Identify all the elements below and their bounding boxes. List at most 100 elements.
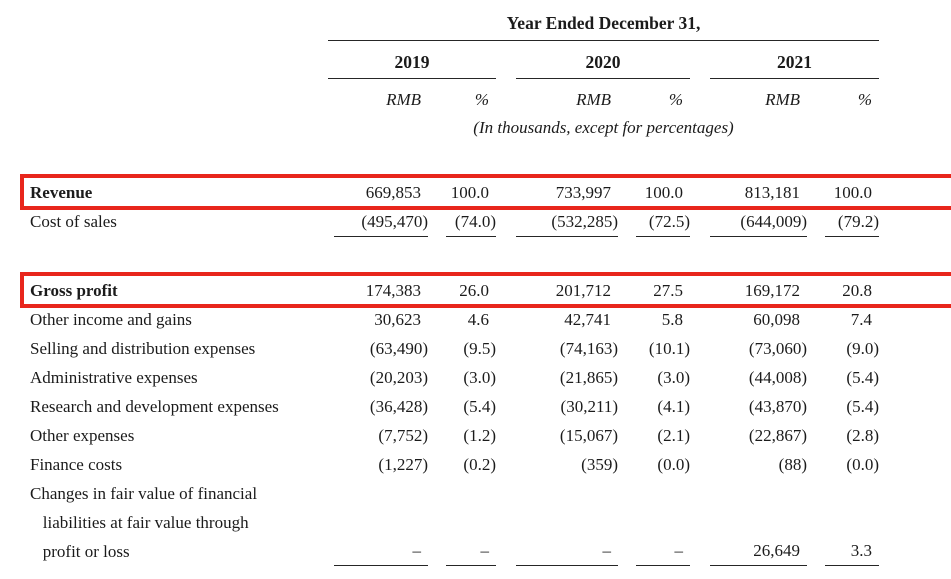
value-cell: (7,752) [334,421,428,450]
value-text: 5.8 [661,310,683,329]
value-cell: (644,009) [710,207,807,237]
row-label: Changes in fair value of financial liabi… [30,484,258,561]
value-cell: (20,203) [334,363,428,392]
value-text: (644,009) [740,212,807,231]
value-cell: 201,712 [516,276,618,305]
year-header-2020: 2020 [516,51,690,79]
value-text: (72.5) [648,212,690,231]
value-text: 813,181 [744,183,800,202]
value-text: (3.0) [463,368,496,387]
value-text: 100.0 [644,183,683,202]
unit-header-rmb-2020: RMB [576,90,611,109]
value-cell: (495,470) [334,207,428,237]
value-text: (36,428) [369,397,428,416]
value-text: 100.0 [833,183,872,202]
table-row-research-and-development-expenses: Research and development expenses (36,428… [28,392,951,421]
value-text: (495,470) [361,212,428,231]
row-label: Research and development expenses [30,397,279,416]
unit-header-pct-2020: % [668,90,683,109]
value-cell: (22,867) [710,421,807,450]
unit-header-spacer [28,89,328,111]
value-cell: (36,428) [334,392,428,421]
value-text: (43,870) [748,397,807,416]
value-text: (5.4) [463,397,496,416]
value-text: 169,172 [744,281,800,300]
value-text: (1.2) [463,426,496,445]
value-cell: 100.0 [446,178,496,207]
row-label: Finance costs [30,455,123,474]
value-cell: (63,490) [334,334,428,363]
value-text: (10.1) [648,339,690,358]
value-cell: 169,172 [710,276,807,305]
value-text: – [412,541,422,560]
table-row-changes-in-fair-value-of-financial-liabilities: Changes in fair value of financial liabi… [28,479,951,566]
value-text: (9.5) [463,339,496,358]
value-cell: (359) [516,450,618,479]
table-row-other-income-and-gains: Other income and gains 30,623 4.6 42,741 5.8… [28,305,951,334]
value-cell: 4.6 [446,305,496,334]
value-text: 733,997 [555,183,611,202]
value-text: 27.5 [653,281,683,300]
value-cell: (1.2) [446,421,496,450]
value-text: – [602,541,612,560]
value-cell: 100.0 [636,178,690,207]
value-cell: – [636,536,690,566]
table-body: Revenue 669,853 100.0 733,997 100.0 813,181 10… [20,174,951,566]
value-cell: (43,870) [710,392,807,421]
value-cell: (88) [710,450,807,479]
value-cell: 30,623 [334,305,428,334]
value-cell: (30,211) [516,392,618,421]
value-text: 174,383 [365,281,421,300]
value-cell: 20.8 [825,276,879,305]
value-text: 201,712 [555,281,611,300]
row-label: Selling and distribution expenses [30,339,256,358]
table-row-selling-and-distribution-expenses: Selling and distribution expenses (63,490… [28,334,951,363]
year-header-2021: 2021 [710,51,879,79]
year-header-2019: 2019 [328,51,496,79]
value-cell: 669,853 [334,178,428,207]
value-text: (0.0) [846,455,879,474]
year-header-row: 2019 2020 2021 [28,51,951,79]
value-cell: (0.0) [636,450,690,479]
value-cell: 813,181 [710,178,807,207]
value-cell: (5.4) [825,392,879,421]
value-cell: (532,285) [516,207,618,237]
table-row-gross-profit: Gross profit 174,383 26.0 201,712 27.5 169,17… [20,272,951,308]
row-label: Other income and gains [30,310,192,329]
value-text: (30,211) [560,397,618,416]
value-text: – [480,541,490,560]
value-cell: (0.2) [446,450,496,479]
value-cell: 5.8 [636,305,690,334]
table-note-row: (In thousands, except for percentages) [28,117,951,139]
value-text: (532,285) [551,212,618,231]
value-cell: (15,067) [516,421,618,450]
unit-header-rmb-2021: RMB [765,90,800,109]
value-cell: (2.8) [825,421,879,450]
value-text: (5.4) [846,397,879,416]
value-cell: 42,741 [516,305,618,334]
value-cell: (2.1) [636,421,690,450]
value-text: (4.1) [657,397,690,416]
value-cell: (3.0) [636,363,690,392]
value-cell: 174,383 [334,276,428,305]
value-text: 42,741 [564,310,611,329]
value-text: (15,067) [559,426,618,445]
row-label: Administrative expenses [30,368,198,387]
value-cell: 26.0 [446,276,496,305]
value-text: (21,865) [559,368,618,387]
value-cell: (1,227) [334,450,428,479]
row-label: Revenue [30,183,93,202]
row-label: Cost of sales [30,212,117,231]
table-row-other-expenses: Other expenses (7,752) (1.2) (15,067) (2.1) (… [28,421,951,450]
value-cell: (4.1) [636,392,690,421]
row-label: Other expenses [30,426,135,445]
value-cell: (74,163) [516,334,618,363]
value-text: (1,227) [378,455,428,474]
value-text: (0.0) [657,455,690,474]
table-row-finance-costs: Finance costs (1,227) (0.2) (359) (0.0) (88) (… [28,450,951,479]
value-cell: (79.2) [825,207,879,237]
table-note: (In thousands, except for percentages) [473,118,734,137]
value-cell: – [446,536,496,566]
value-cell: – [516,536,618,566]
